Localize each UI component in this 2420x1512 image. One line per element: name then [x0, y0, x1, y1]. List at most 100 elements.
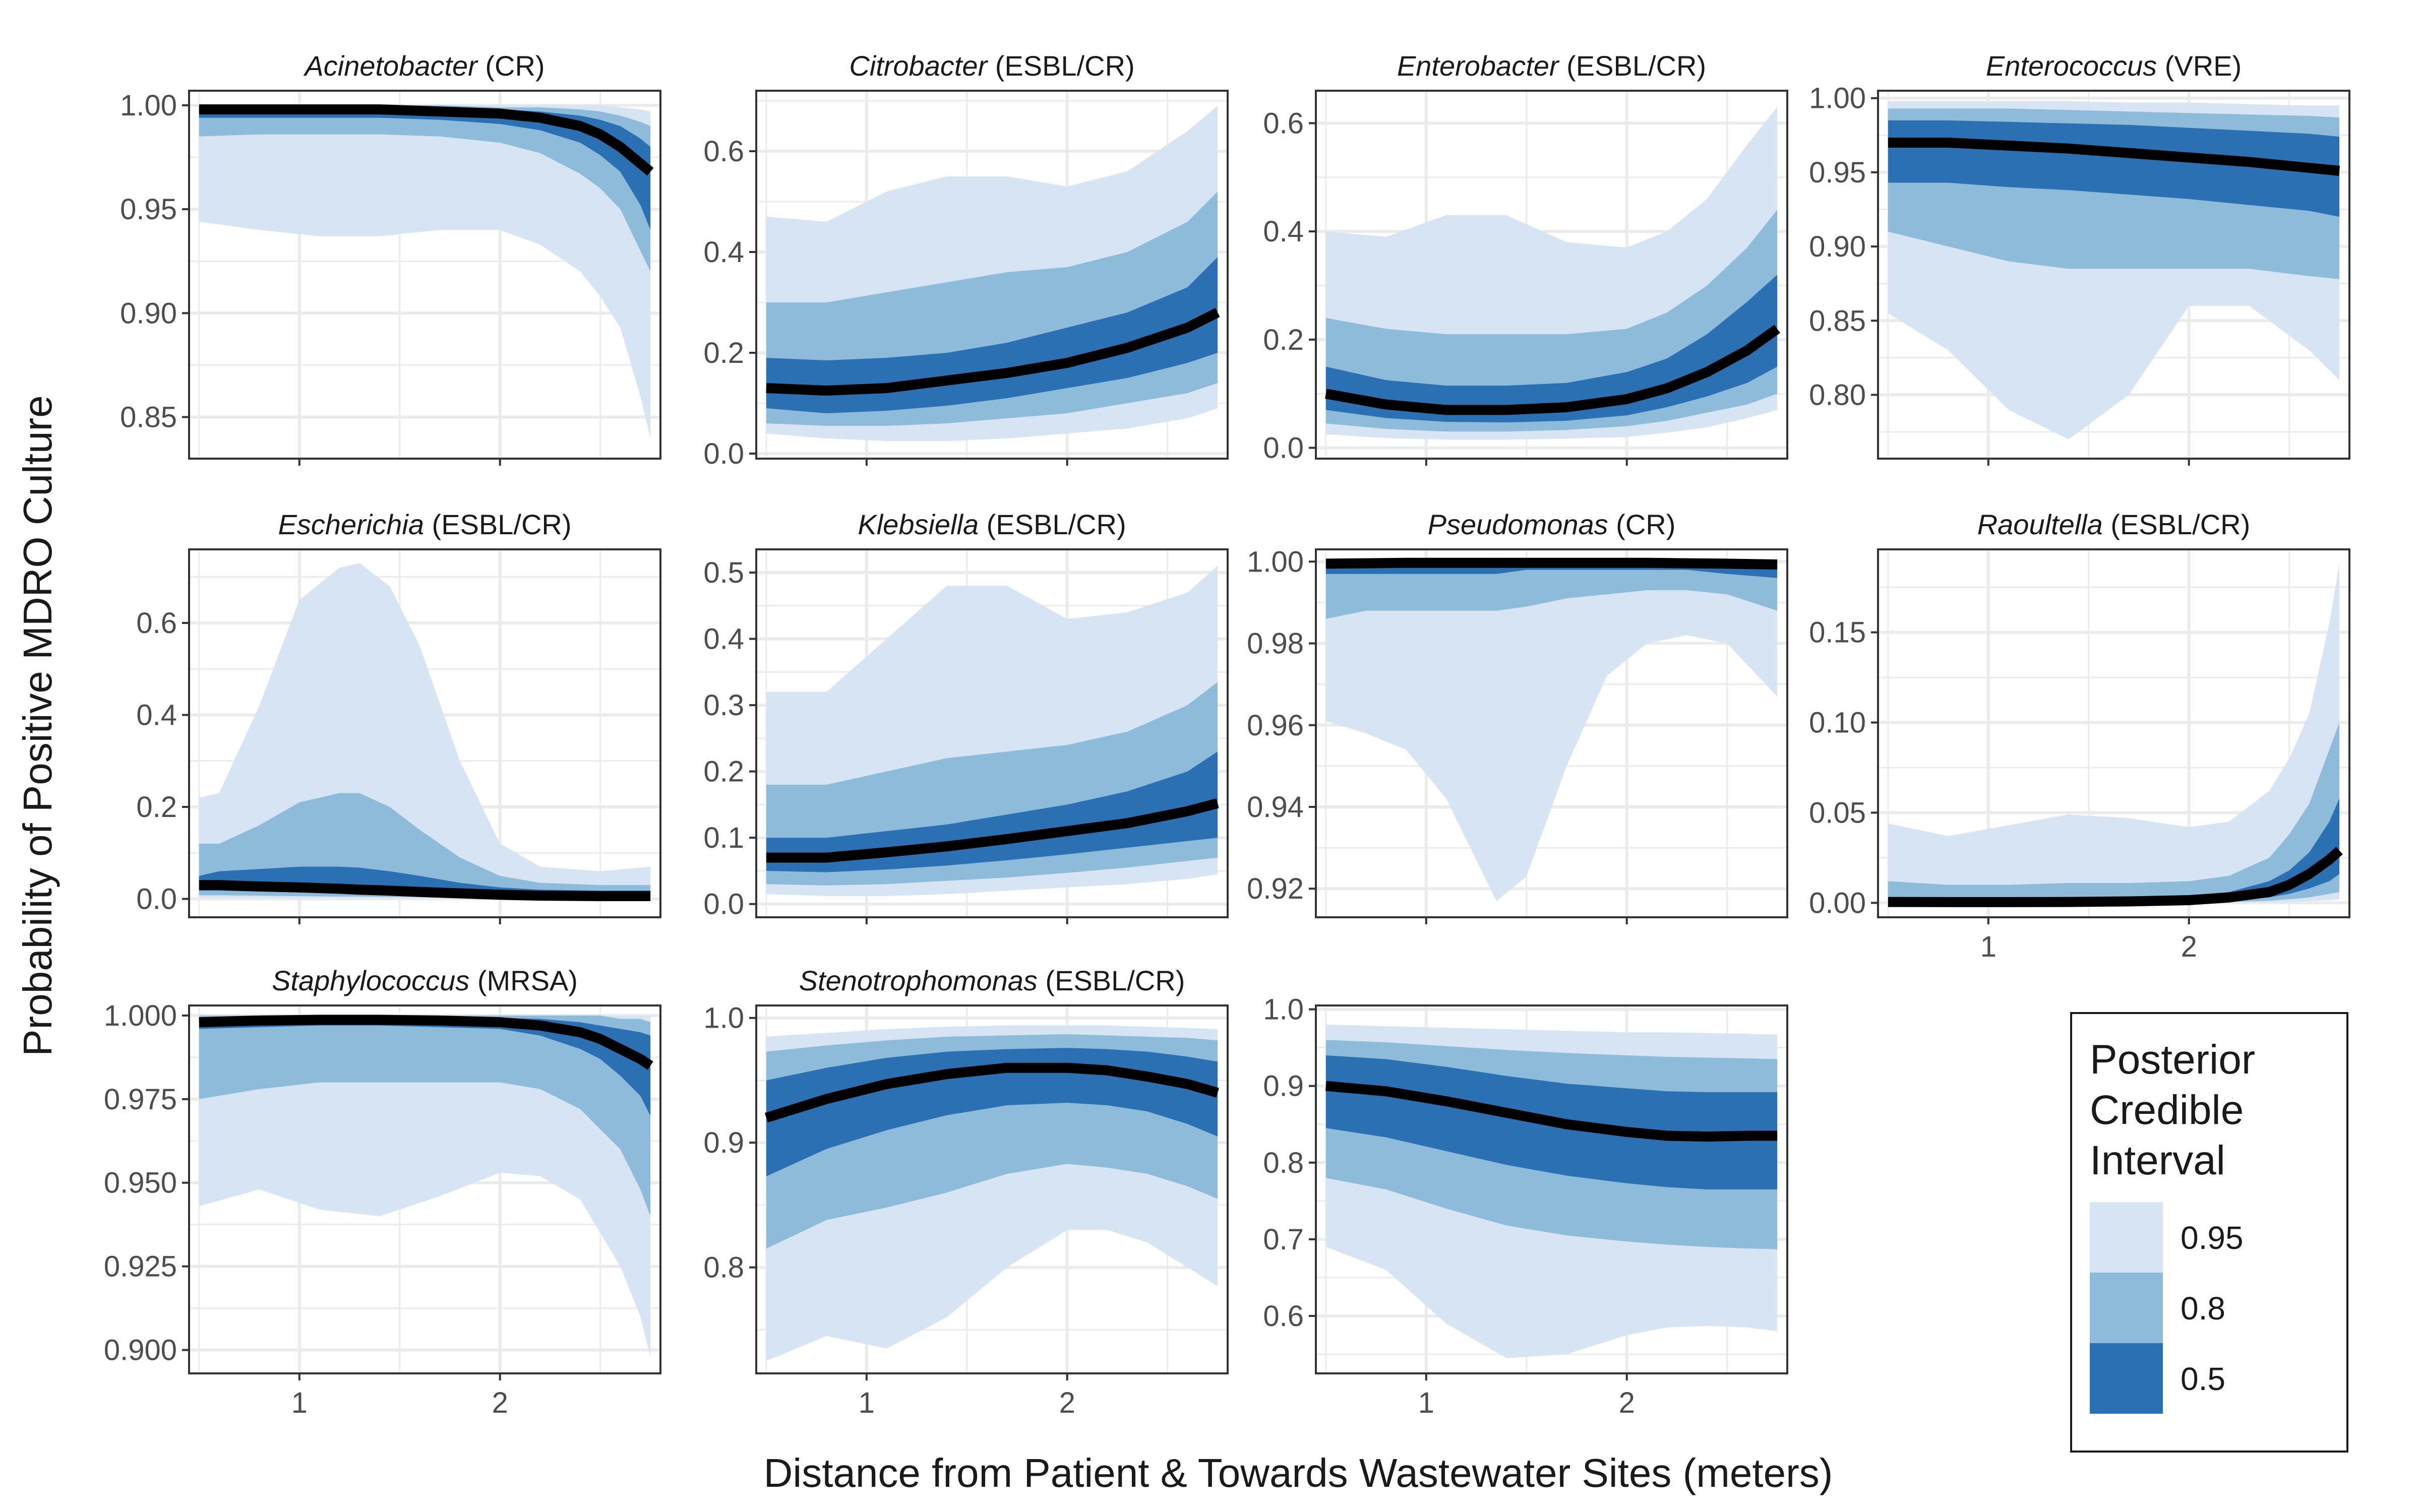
y-tick-label: 0.2 — [136, 791, 177, 824]
panel-border — [755, 1004, 1229, 1374]
x-tick-label: 2 — [492, 1387, 508, 1419]
panel-title-genus: Pseudomonas — [1428, 509, 1608, 540]
median-line — [1888, 138, 2340, 176]
panel-title: Raoultella (ESBL/CR) — [1977, 509, 2251, 540]
panel-title-genus: Enterococcus — [1986, 50, 2157, 82]
y-tick-label: 0.0 — [703, 437, 744, 470]
y-tick-label: 1.000 — [104, 999, 177, 1032]
panel-grid: 0.85 0.90 0.95 1.00 Acinetobacter (CR) 0.0 0.2… — [104, 50, 2350, 1419]
panel-title-genus: Escherichia — [278, 509, 424, 540]
median-line — [1325, 1081, 1778, 1142]
panel-title-genus: Klebsiella — [858, 509, 979, 540]
panel-title: Citrobacter (ESBL/CR) — [849, 50, 1134, 82]
y-tick-label: 0.00 — [1809, 887, 1866, 919]
facet-panel-acinetobacter: 0.85 0.90 0.95 1.00 Acinetobacter (CR) — [120, 50, 661, 466]
panel-title: Enterococcus (VRE) — [1986, 50, 2242, 82]
band-80 — [1325, 561, 1778, 619]
facet-panel-citrobacter: 0.0 0.2 0.4 0.6 Citrobacter (ESBL/CR) — [703, 50, 1229, 470]
y-tick-label: 0.975 — [104, 1083, 177, 1116]
y-tick-label: 0.96 — [1247, 709, 1304, 742]
y-tick-label: 0.92 — [1247, 872, 1304, 905]
median-line — [766, 798, 1219, 863]
panel-title-resistance: (CR) — [1608, 509, 1676, 540]
panel-title-resistance: (ESBL/CR) — [979, 509, 1126, 540]
y-tick-label: 0.6 — [703, 135, 744, 168]
x-tick-label: 2 — [1059, 1387, 1075, 1419]
panel-title-resistance: (CR) — [477, 50, 545, 82]
facet-panel-klebsiella: 0.0 0.1 0.2 0.3 0.4 0.5 Klebsiella (ESBL/CR) — [703, 509, 1229, 924]
y-tick-label: 0.15 — [1809, 616, 1866, 649]
panel-border — [1315, 1004, 1788, 1374]
panel-title: Enterobacter (ESBL/CR) — [1397, 50, 1706, 82]
band-95 — [199, 105, 651, 438]
panel-border — [1315, 90, 1788, 460]
panel-title-resistance: (ESBL/CR) — [2103, 509, 2251, 540]
y-tick-label: 0.0 — [703, 888, 744, 921]
band-50 — [766, 1048, 1218, 1176]
panel-title: Staphylococcus (MRSA) — [272, 965, 578, 996]
panel-title: Escherichia (ESBL/CR) — [278, 509, 572, 540]
median-line — [766, 308, 1220, 396]
panel-title-resistance: (ESBL/CR) — [1559, 50, 1707, 82]
y-tick-label: 0.95 — [1809, 156, 1866, 189]
median-line — [199, 880, 651, 901]
y-tick-label: 0.98 — [1247, 627, 1304, 660]
facet-panel-enterococcus: 0.80 0.85 0.90 0.95 1.00 Enterococcus (VRE) — [1809, 50, 2350, 466]
y-tick-label: 1.00 — [1809, 82, 1866, 115]
y-tick-label: 0.5 — [703, 556, 744, 589]
y-tick-label: 0.7 — [1263, 1223, 1304, 1256]
legend-swatch-050 — [2090, 1343, 2163, 1414]
y-tick-label: 1.00 — [120, 89, 177, 122]
panel-border — [188, 548, 661, 918]
panel-title-genus: Enterobacter — [1397, 50, 1560, 82]
median-line — [199, 1015, 653, 1070]
x-tick-label: 1 — [1980, 930, 1996, 963]
panel-title-resistance: (ESBL/CR) — [1038, 965, 1185, 996]
band-50 — [1888, 798, 2340, 903]
panel-title-genus: Stenotrophomonas — [799, 965, 1038, 996]
panel-title-genus: Acinetobacter — [303, 50, 478, 82]
y-tick-label: 0.950 — [104, 1167, 177, 1200]
band-50 — [199, 1017, 651, 1116]
panel-title-genus: Raoultella — [1977, 509, 2103, 540]
legend-title-line-1: Posterior — [2090, 1037, 2255, 1083]
y-tick-label: 1.00 — [1247, 545, 1304, 578]
facet-panel-unlabeled: 0.6 0.7 0.8 0.9 1.0 1 2 — [1263, 993, 1788, 1419]
band-80 — [199, 1015, 651, 1217]
legend-label-080: 0.8 — [2181, 1290, 2225, 1327]
panel-title-genus: Citrobacter — [849, 50, 988, 82]
y-tick-label: 0.6 — [1263, 107, 1304, 140]
y-tick-label: 0.1 — [703, 822, 744, 854]
y-tick-label: 0.0 — [136, 883, 177, 916]
panel-border — [188, 90, 661, 460]
panel-border — [755, 548, 1229, 918]
panel-border — [1877, 90, 2350, 460]
panel-title-resistance: (ESBL/CR) — [424, 509, 572, 540]
panel-title: Klebsiella (ESBL/CR) — [858, 509, 1126, 540]
legend-swatch-095 — [2090, 1202, 2163, 1273]
y-tick-label: 0.0 — [1263, 432, 1304, 465]
y-tick-label: 0.85 — [1809, 304, 1866, 337]
y-tick-label: 1.0 — [1263, 993, 1304, 1026]
y-tick-label: 0.4 — [136, 699, 177, 732]
y-tick-label: 0.10 — [1809, 707, 1866, 739]
panel-border — [1877, 548, 2350, 918]
y-tick-label: 0.4 — [1263, 215, 1304, 248]
y-tick-label: 0.2 — [703, 337, 744, 369]
band-80 — [199, 105, 651, 272]
legend-label-050: 0.5 — [2181, 1361, 2225, 1397]
y-tick-label: 0.3 — [703, 689, 744, 722]
panel-title: Acinetobacter (CR) — [303, 50, 544, 82]
median-line — [1325, 325, 1780, 415]
y-tick-label: 0.8 — [1263, 1147, 1304, 1179]
y-tick-label: 0.925 — [104, 1250, 177, 1283]
median-line — [199, 104, 654, 176]
panel-border — [188, 1004, 661, 1374]
y-tick-label: 0.94 — [1247, 791, 1304, 824]
band-95 — [1325, 561, 1778, 901]
facet-panel-escherichia: 0.0 0.2 0.4 0.6 Escherichia (ESBL/CR) — [136, 509, 661, 924]
y-tick-label: 0.95 — [120, 193, 177, 226]
median-line — [764, 1062, 1219, 1123]
y-tick-label: 1.0 — [703, 1002, 744, 1035]
